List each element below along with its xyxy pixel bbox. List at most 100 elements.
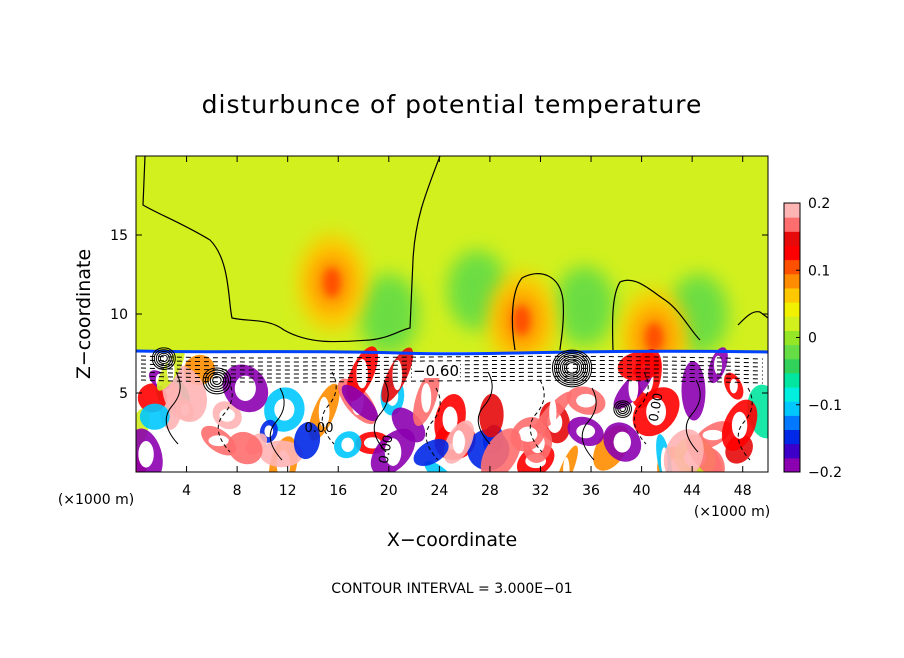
contour-ring: [555, 353, 589, 384]
x-tick-label: 36: [582, 483, 600, 499]
turbulent-patch-core: [392, 359, 403, 391]
y-axis-label: Z−coordinate: [73, 249, 95, 379]
contour-line: [477, 371, 493, 445]
colorbar-swatch: [784, 287, 800, 303]
colorbar-swatch: [784, 344, 800, 360]
contour-ring: [559, 356, 585, 380]
colorbar-swatch: [784, 358, 800, 374]
contour-line: [581, 387, 597, 461]
turbulent-patch: [617, 351, 662, 381]
turbulent-patch-core: [576, 393, 596, 408]
x-tick-label: 20: [380, 483, 398, 499]
x-tick-label: 8: [233, 483, 242, 499]
contour-ring: [153, 349, 174, 368]
turbulent-patch-core: [138, 441, 154, 468]
x-tick-label: 4: [182, 483, 191, 499]
contour-interval-label: CONTOUR INTERVAL = 3.000E−01: [331, 581, 572, 597]
contour-line: [425, 387, 441, 461]
x-axis-label: X−coordinate: [387, 529, 517, 551]
colorbar-swatch: [784, 245, 800, 261]
colorbar-tick-label: 0.1: [808, 263, 830, 279]
contour-line: [217, 379, 233, 453]
contour-line-upper-3: [611, 279, 701, 351]
turbulent-patch: [162, 365, 207, 422]
contour-ring: [617, 403, 628, 414]
turbulent-patch: [227, 431, 263, 465]
contour-line: [373, 379, 389, 453]
x-unit-left: (×1000 m): [58, 492, 134, 508]
colorbar-swatch: [784, 217, 800, 232]
contour-label-1: −0.60: [413, 362, 459, 380]
contour-ring: [151, 347, 176, 370]
x-tick-label: 44: [683, 483, 701, 499]
colorbar-swatch: [784, 330, 800, 346]
x-tick-label: 16: [329, 483, 347, 499]
turbulent-patch-core: [563, 457, 570, 472]
x-unit-right: (×1000 m): [694, 504, 770, 520]
y-axis: 5 10 15: [110, 228, 768, 402]
colorbar-swatch: [784, 273, 800, 289]
colorbar-swatch: [784, 372, 800, 388]
colorbar-swatch: [784, 387, 800, 402]
y-tick-label: 15: [110, 228, 128, 244]
contour-dashed: [140, 359, 764, 364]
field-blob: [358, 274, 419, 354]
y-tick-label: 5: [119, 386, 128, 402]
colorbar-swatch: [784, 415, 800, 431]
contour-ring: [202, 367, 232, 395]
turbulent-patch-core: [452, 430, 465, 454]
contour-line: [633, 371, 649, 445]
contour-ring: [209, 373, 224, 388]
contour-ring: [619, 405, 626, 413]
contour-dashed: [140, 355, 764, 360]
contour-line-upper-2: [511, 273, 565, 351]
contour-line-upper-1: [142, 156, 441, 343]
field-blob: [323, 268, 341, 297]
contour-ring: [553, 351, 591, 386]
turbulent-patch-core: [731, 411, 748, 439]
field-blob: [645, 323, 663, 353]
contour-line: [737, 387, 753, 461]
x-axis: 4 8 12 16 20 24 28 32 36 40 44 48: [182, 156, 752, 499]
contour-line: [529, 379, 545, 453]
contour-line: [269, 387, 285, 461]
colorbar-swatch: [784, 259, 800, 275]
y-tick-label: 10: [110, 307, 128, 323]
colorbar-tick-label: 0: [808, 331, 817, 347]
turbulent-patch: [341, 384, 379, 422]
colorbar-swatch: [784, 443, 800, 459]
colorbar-swatch: [784, 401, 800, 416]
turbulent-patch: [139, 403, 170, 430]
turbulent-patch-core: [384, 438, 402, 466]
turbulent-patch-core: [264, 425, 274, 438]
turbulent-patch-core: [208, 435, 229, 447]
turbulent-patch-core: [421, 383, 432, 413]
x-tick-label: 48: [734, 483, 752, 499]
turbulent-patch-core: [729, 378, 738, 394]
turbulent-patch-core: [341, 437, 355, 452]
contour-line: [165, 371, 181, 445]
turbulent-patch: [480, 428, 522, 472]
turbulent-patch-core: [518, 426, 538, 442]
turbulent-patch-core: [274, 398, 295, 421]
contour-label-2: 0.00: [305, 421, 334, 436]
colorbar-tick-label: 0.2: [808, 196, 830, 212]
contour-line: [685, 379, 701, 453]
contour-ring: [557, 354, 587, 382]
contour-dashed: [140, 379, 764, 384]
contour-label-bg-1: [412, 362, 460, 378]
turbulent-patch-core: [234, 375, 256, 402]
turbulent-patch: [293, 421, 321, 460]
turbulent-patch-core: [702, 429, 724, 441]
turbulent-patch: [259, 440, 304, 468]
turbulent-patch-core: [442, 406, 458, 433]
contour-ring: [551, 349, 593, 388]
turbulent-patch-core: [219, 408, 235, 422]
contour-ring: [613, 400, 632, 418]
contour-ring: [615, 402, 630, 416]
turbulent-patch-core: [713, 355, 723, 375]
contour-ring: [563, 360, 581, 376]
inversion-line: [136, 349, 768, 356]
turbulent-patch-core: [549, 398, 557, 426]
